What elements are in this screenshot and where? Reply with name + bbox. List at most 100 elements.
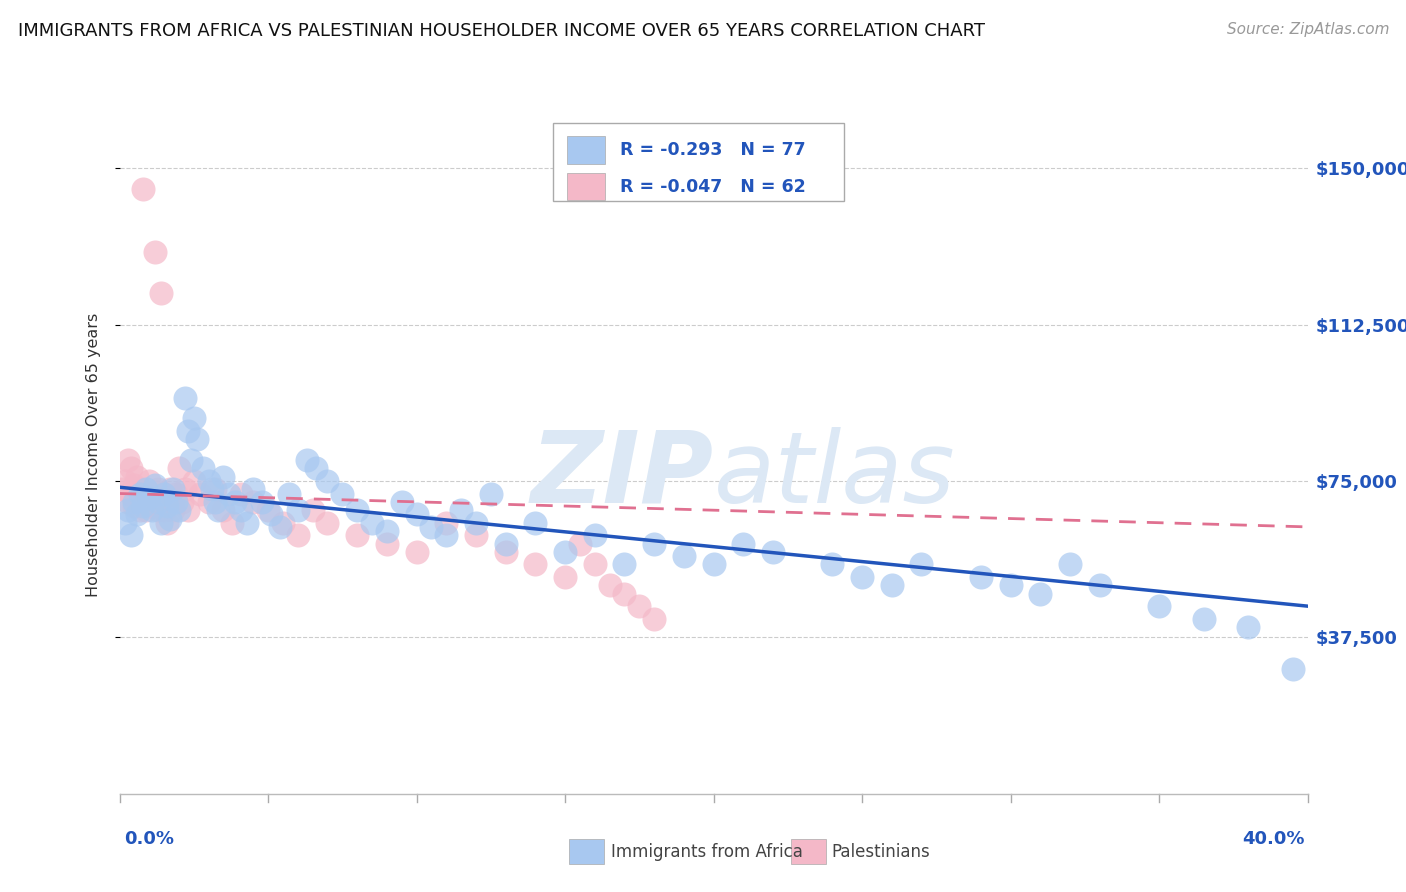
Point — [124, 478, 146, 492]
Text: ZIP: ZIP — [530, 426, 713, 524]
Point — [200, 483, 222, 497]
Point — [117, 453, 139, 467]
Point — [143, 478, 166, 492]
Point — [117, 495, 139, 509]
FancyBboxPatch shape — [790, 839, 827, 863]
Point — [146, 495, 169, 509]
Point — [391, 495, 413, 509]
Point — [212, 470, 235, 484]
Point — [177, 424, 200, 438]
Point — [156, 495, 179, 509]
Point — [231, 503, 253, 517]
Point — [554, 570, 576, 584]
Point — [568, 536, 591, 550]
Point — [224, 495, 246, 509]
Point — [120, 528, 142, 542]
Point — [186, 432, 208, 446]
Point — [156, 499, 179, 513]
Text: R = -0.293   N = 77: R = -0.293 N = 77 — [620, 141, 806, 159]
Point — [346, 503, 368, 517]
Point — [880, 578, 903, 592]
Point — [117, 503, 139, 517]
Point — [702, 558, 725, 572]
Point — [143, 244, 166, 259]
Point — [212, 503, 235, 517]
Point — [762, 545, 785, 559]
Point — [150, 516, 173, 530]
Point — [156, 516, 179, 530]
Point — [257, 503, 280, 517]
Point — [346, 528, 368, 542]
Point — [330, 486, 353, 500]
Point — [495, 536, 517, 550]
Point — [1088, 578, 1111, 592]
Point — [420, 520, 443, 534]
Point — [554, 545, 576, 559]
Point — [111, 483, 134, 497]
Point — [1059, 558, 1081, 572]
Point — [434, 516, 457, 530]
Point — [197, 495, 219, 509]
Point — [124, 499, 146, 513]
Point — [132, 499, 155, 513]
Point — [375, 536, 398, 550]
Point — [141, 503, 163, 517]
Point — [301, 503, 323, 517]
Point — [260, 508, 283, 522]
Text: Immigrants from Africa: Immigrants from Africa — [612, 843, 803, 861]
Point — [316, 474, 339, 488]
Point — [159, 511, 181, 525]
Point — [583, 558, 606, 572]
Point — [672, 549, 695, 563]
Point — [162, 483, 184, 497]
Point — [450, 503, 472, 517]
Point — [295, 453, 318, 467]
Point — [167, 503, 190, 517]
Point — [733, 536, 755, 550]
Point — [495, 545, 517, 559]
Point — [183, 474, 205, 488]
FancyBboxPatch shape — [553, 123, 844, 201]
Point — [405, 508, 427, 522]
Point — [173, 483, 195, 497]
Point — [231, 486, 253, 500]
Point — [167, 461, 190, 475]
Point — [162, 503, 184, 517]
Point — [910, 558, 932, 572]
Point — [127, 491, 149, 505]
Point — [153, 486, 176, 500]
Point — [129, 486, 152, 500]
Point — [242, 495, 264, 509]
Point — [135, 495, 157, 509]
Point — [135, 503, 157, 517]
Point — [583, 528, 606, 542]
Point — [165, 486, 187, 500]
Point — [127, 470, 149, 484]
Point — [375, 524, 398, 538]
FancyBboxPatch shape — [568, 839, 605, 863]
Point — [316, 516, 339, 530]
Point — [1192, 612, 1215, 626]
Point — [464, 528, 486, 542]
Point — [204, 483, 226, 497]
Point — [269, 520, 291, 534]
Point — [524, 558, 547, 572]
Point — [1281, 662, 1303, 676]
Text: IMMIGRANTS FROM AFRICA VS PALESTINIAN HOUSEHOLDER INCOME OVER 65 YEARS CORRELATI: IMMIGRANTS FROM AFRICA VS PALESTINIAN HO… — [18, 22, 986, 40]
Point — [165, 495, 187, 509]
Point — [150, 286, 173, 301]
Point — [851, 570, 873, 584]
Y-axis label: Householder Income Over 65 years: Householder Income Over 65 years — [86, 313, 101, 597]
Point — [153, 503, 176, 517]
Point — [129, 483, 152, 497]
Point — [287, 528, 309, 542]
Point — [287, 503, 309, 517]
Point — [132, 486, 155, 500]
Point — [170, 495, 193, 509]
Point — [970, 570, 993, 584]
Point — [250, 495, 273, 509]
Point — [628, 599, 651, 614]
Point — [221, 516, 243, 530]
Point — [405, 545, 427, 559]
Point — [159, 483, 181, 497]
